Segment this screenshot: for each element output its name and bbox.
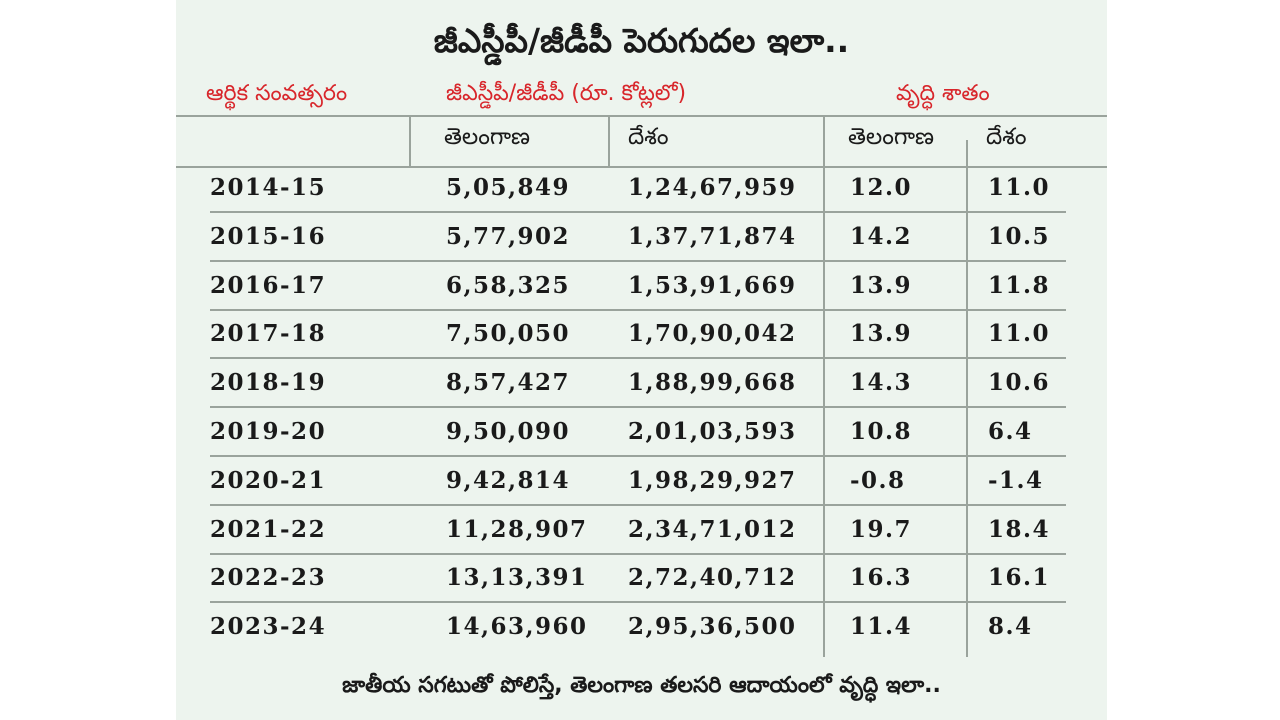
cell-gdp-india: 1,24,67,959: [628, 174, 797, 201]
cell-gdp-india: 2,95,36,500: [628, 613, 797, 641]
table-row: 2016-17 6,58,325 1,53,91,669 13.9 11.8: [176, 262, 1107, 311]
table-row: 2023-24 14,63,960 2,95,36,500 11.4 8.4: [176, 603, 1107, 651]
cell-growth-india: 6.4: [988, 418, 1033, 445]
cell-gsdp-telangana: 6,58,325: [446, 271, 571, 299]
cell-growth-telangana: -0.8: [850, 466, 906, 494]
cell-gdp-india: 2,34,71,012: [628, 515, 797, 543]
cell-year: 2019-20: [210, 418, 327, 445]
cell-year: 2014-15: [210, 174, 327, 201]
row-divider: [210, 357, 1066, 360]
cell-gsdp-telangana: 7,50,050: [446, 320, 571, 348]
cell-year: 2022-23: [210, 564, 327, 592]
cell-gsdp-telangana: 5,05,849: [446, 174, 571, 201]
cell-gdp-india: 1,88,99,668: [628, 369, 797, 397]
cell-growth-telangana: 14.2: [850, 222, 913, 250]
cell-gsdp-telangana: 9,42,814: [446, 466, 571, 494]
row-divider: [210, 503, 1066, 506]
cell-growth-india: 18.4: [988, 515, 1051, 543]
table-row: 2015-16 5,77,902 1,37,71,874 14.2 10.5: [176, 213, 1107, 262]
table-row: 2020-21 9,42,814 1,98,29,927 -0.8 -1.4: [176, 457, 1107, 506]
cell-year: 2021-22: [210, 515, 327, 543]
cell-growth-india: 8.4: [988, 613, 1033, 641]
row-divider: [210, 308, 1066, 311]
row-divider: [210, 601, 1066, 604]
subheader-growth-india: దేశం: [986, 124, 1027, 150]
cell-year: 2015-16: [210, 222, 327, 250]
column-divider-2: [608, 117, 610, 166]
table-row: 2019-20 9,50,090 2,01,03,593 10.8 6.4: [176, 408, 1107, 457]
cell-growth-telangana: 16.3: [850, 564, 913, 592]
footer-caption: జాతీయ సగటుతో పోలిస్తే, తెలంగాణ తలసరి ఆదా…: [342, 673, 941, 698]
column-divider-1: [409, 117, 411, 166]
cell-growth-telangana: 13.9: [850, 320, 913, 348]
cell-gsdp-telangana: 14,63,960: [446, 613, 588, 641]
table-row: 2021-22 11,28,907 2,34,71,012 19.7 18.4: [176, 506, 1107, 555]
header-top-rule: [176, 115, 1107, 117]
cell-gdp-india: 2,72,40,712: [628, 564, 797, 592]
cell-growth-telangana: 12.0: [850, 174, 913, 201]
page-title: జీఎస్డీపీ/జీడీపీ పెరుగుదల ఇలా..: [433, 21, 850, 60]
cell-growth-india: 16.1: [988, 564, 1051, 592]
cell-gsdp-telangana: 5,77,902: [446, 222, 571, 250]
cell-gdp-india: 1,53,91,669: [628, 271, 797, 299]
cell-growth-india: -1.4: [988, 466, 1044, 494]
cell-growth-india: 10.5: [988, 222, 1051, 250]
cell-gsdp-telangana: 9,50,090: [446, 418, 571, 445]
table-row: 2014-15 5,05,849 1,24,67,959 12.0 11.0: [176, 164, 1107, 213]
cell-gdp-india: 1,98,29,927: [628, 466, 797, 494]
cell-gdp-india: 1,37,71,874: [628, 222, 797, 250]
column-divider-3: [823, 117, 825, 657]
subheader-gdp-telangana: తెలంగాణ: [444, 124, 531, 150]
cell-growth-india: 11.0: [988, 174, 1051, 201]
cell-growth-telangana: 19.7: [850, 515, 913, 543]
header-growth-rate: వృద్ధి శాతం: [896, 81, 990, 106]
column-divider-4: [966, 140, 968, 657]
cell-year: 2017-18: [210, 320, 327, 348]
row-divider: [210, 259, 1066, 262]
cell-growth-telangana: 13.9: [850, 271, 913, 299]
infographic-panel: జీఎస్డీపీ/జీడీపీ పెరుగుదల ఇలా.. ఆర్థిక స…: [176, 0, 1107, 720]
cell-growth-telangana: 14.3: [850, 369, 913, 397]
cell-gsdp-telangana: 8,57,427: [446, 369, 571, 397]
cell-growth-india: 11.0: [988, 320, 1051, 348]
cell-year: 2020-21: [210, 466, 327, 494]
subheader-growth-telangana: తెలంగాణ: [848, 124, 935, 150]
cell-year: 2023-24: [210, 613, 327, 641]
table-row: 2018-19 8,57,427 1,88,99,668 14.3 10.6: [176, 359, 1107, 409]
header-fiscal-year: ఆర్థిక సంవత్సరం: [206, 81, 348, 106]
subheader-gdp-india: దేశం: [628, 124, 669, 150]
row-divider: [210, 211, 1066, 213]
table-row: 2017-18 7,50,050 1,70,90,042 13.9 11.0: [176, 310, 1107, 360]
cell-year: 2016-17: [210, 271, 327, 299]
cell-year: 2018-19: [210, 369, 327, 397]
row-divider: [210, 406, 1066, 409]
header-bottom-rule: [176, 166, 1107, 168]
cell-gsdp-telangana: 13,13,391: [446, 564, 588, 592]
row-divider: [210, 455, 1066, 457]
cell-growth-telangana: 10.8: [850, 418, 913, 445]
table-row: 2022-23 13,13,391 2,72,40,712 16.3 16.1: [176, 554, 1107, 604]
cell-growth-telangana: 11.4: [850, 613, 913, 641]
cell-gsdp-telangana: 11,28,907: [446, 515, 588, 543]
cell-gdp-india: 1,70,90,042: [628, 320, 797, 348]
row-divider: [210, 552, 1066, 555]
header-gsdp-gdp: జీఎస్డీపీ/జీడీపీ (రూ. కోట్లలో): [446, 81, 687, 106]
cell-gdp-india: 2,01,03,593: [628, 418, 797, 445]
cell-growth-india: 10.6: [988, 369, 1051, 397]
cell-growth-india: 11.8: [988, 271, 1051, 299]
